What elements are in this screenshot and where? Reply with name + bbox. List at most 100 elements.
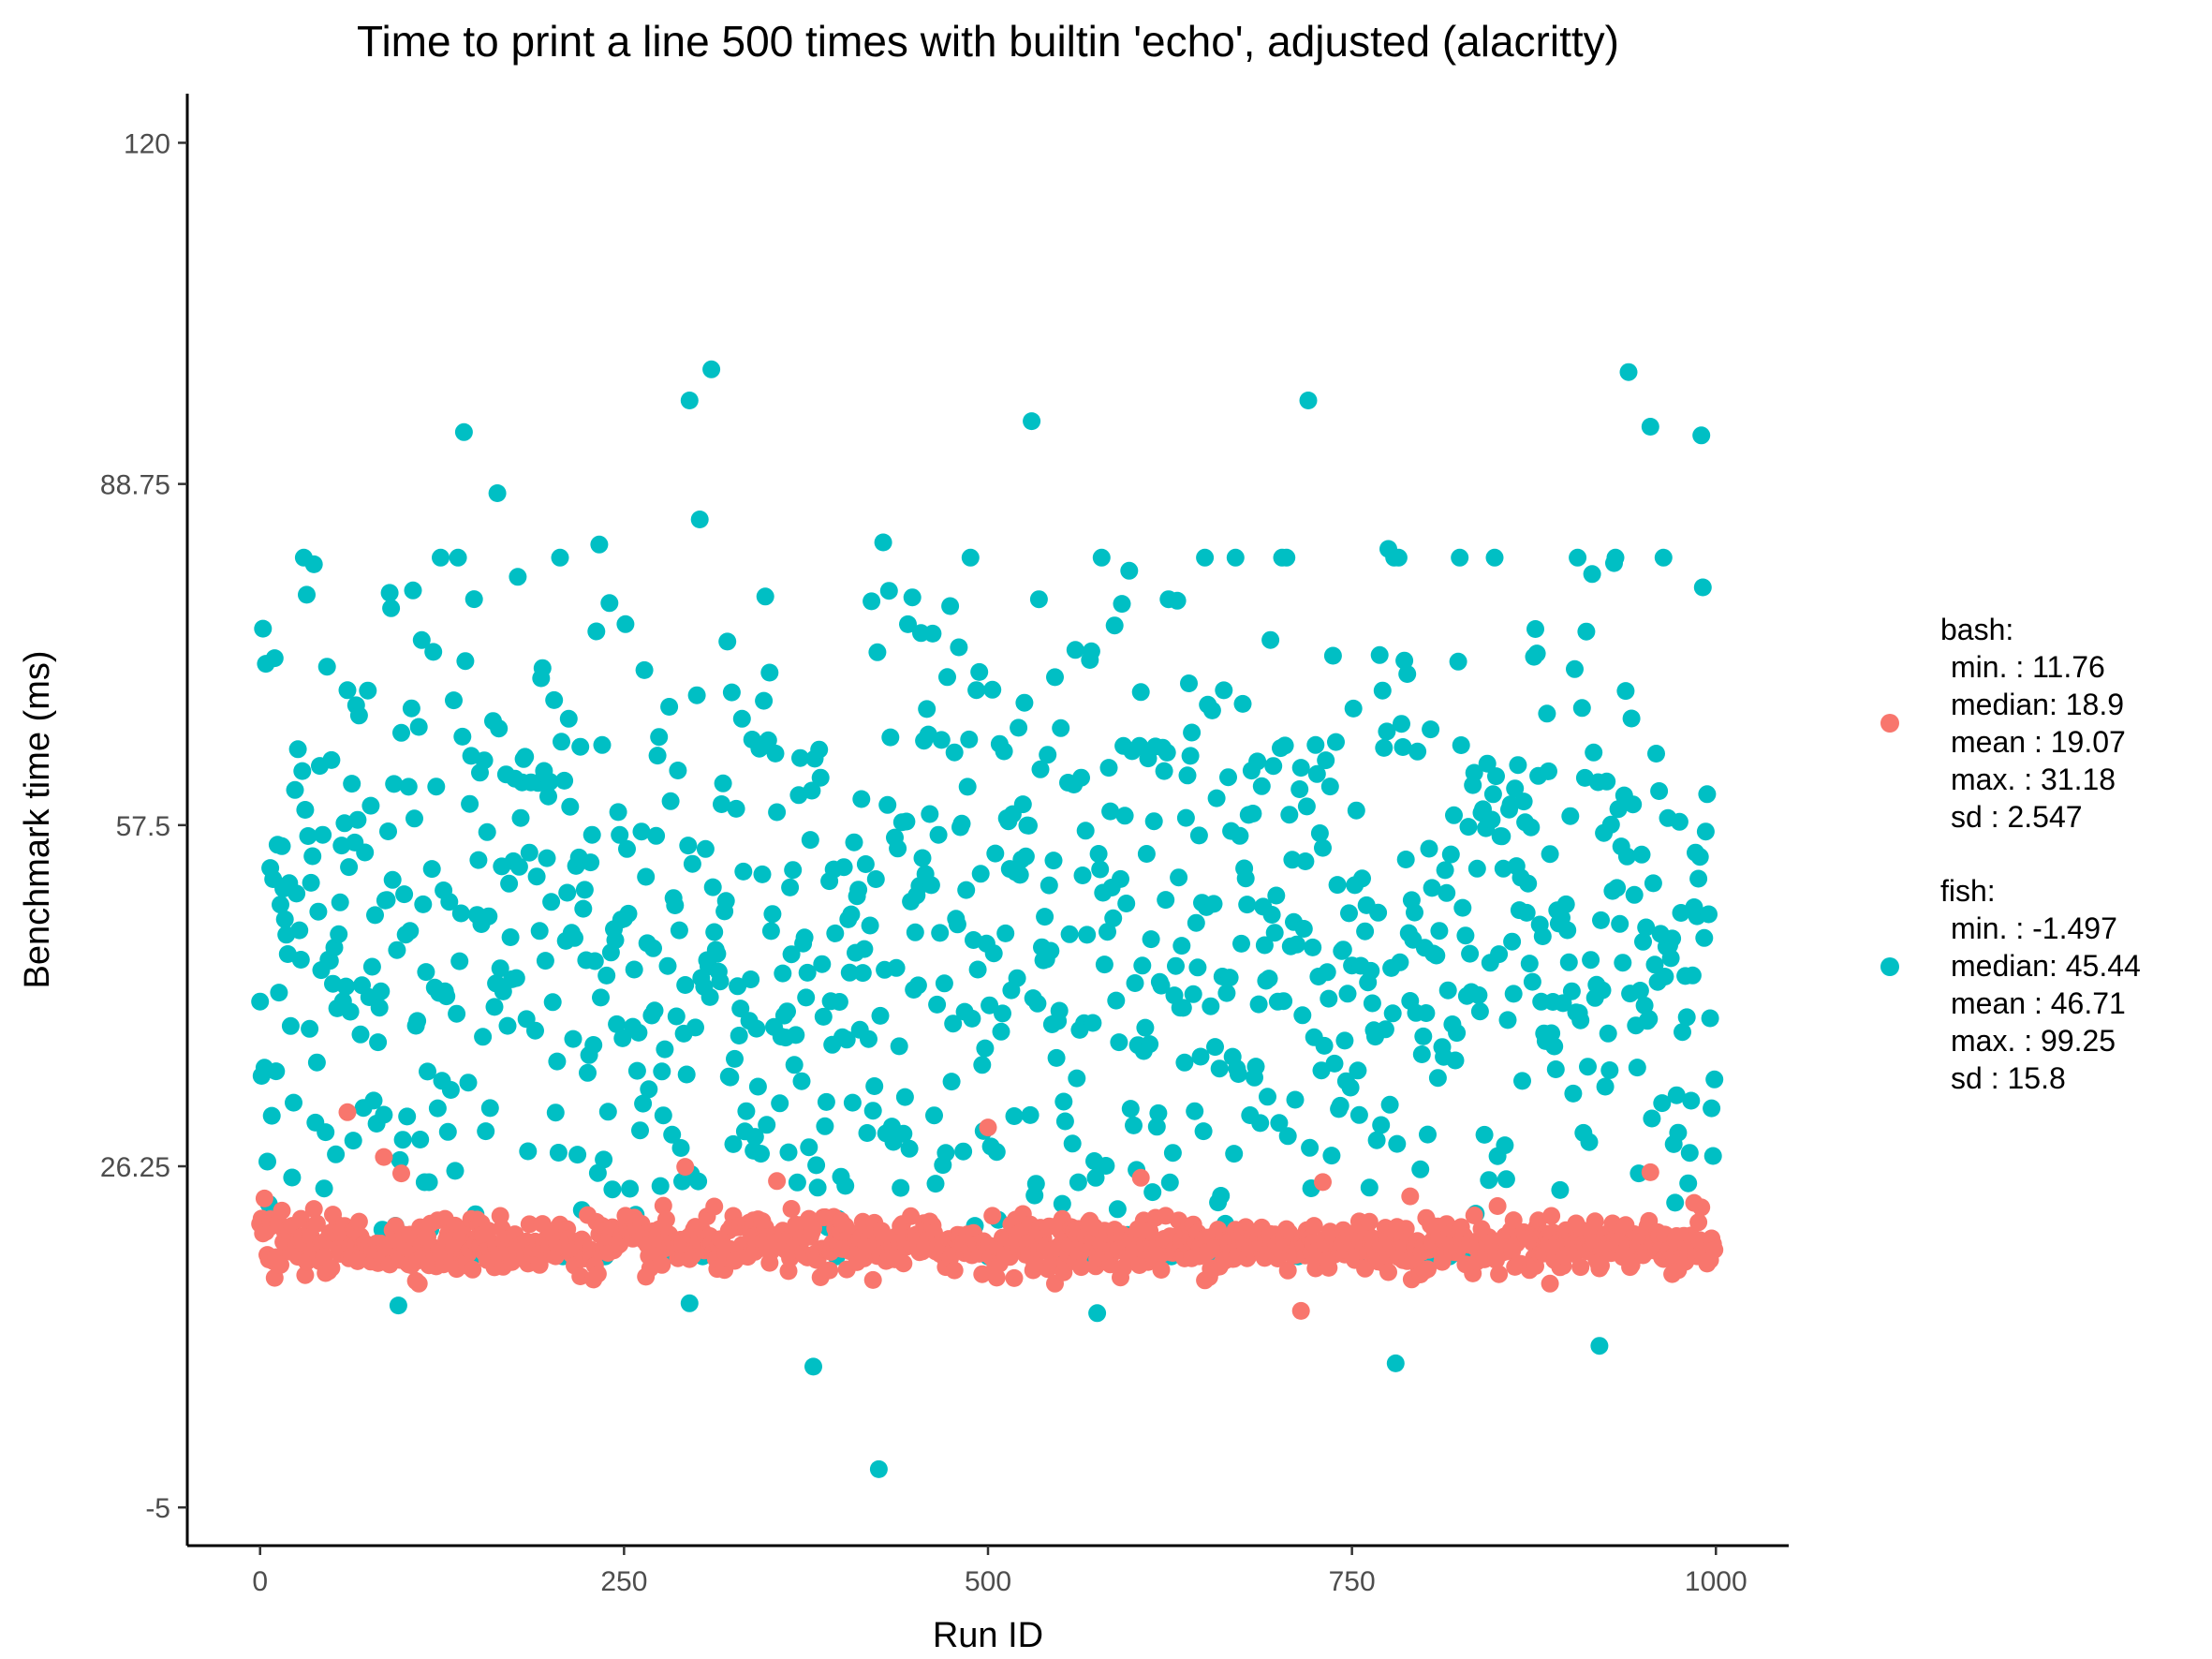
fish-point bbox=[1605, 554, 1623, 572]
fish-point bbox=[788, 1173, 806, 1192]
fish-point bbox=[592, 988, 610, 1007]
bash-point bbox=[338, 1103, 357, 1121]
fish-point bbox=[251, 992, 270, 1011]
bash-point bbox=[782, 1200, 801, 1218]
fish-point bbox=[650, 728, 669, 747]
fish-point bbox=[1448, 1024, 1467, 1043]
fish-point bbox=[1084, 1014, 1102, 1032]
fish-point bbox=[1013, 795, 1032, 814]
fish-point bbox=[856, 855, 875, 873]
fish-point bbox=[1225, 1145, 1244, 1163]
fish-point bbox=[509, 568, 527, 586]
fish-point bbox=[995, 742, 1013, 761]
fish-point bbox=[906, 923, 924, 941]
fish-point bbox=[490, 719, 509, 738]
fish-point bbox=[574, 899, 593, 918]
fish-point bbox=[931, 924, 950, 942]
fish-point bbox=[1692, 426, 1711, 445]
fish-point bbox=[1556, 895, 1575, 913]
fish-point bbox=[291, 951, 310, 969]
fish-point bbox=[711, 972, 730, 991]
bash-point bbox=[1305, 1217, 1323, 1236]
fish-point bbox=[1422, 720, 1440, 739]
bash-point bbox=[1005, 1268, 1024, 1287]
fish-point bbox=[1363, 994, 1381, 1013]
fish-point bbox=[420, 1173, 438, 1192]
bash-point bbox=[1592, 1256, 1610, 1275]
fish-point bbox=[559, 709, 578, 728]
fish-point bbox=[322, 750, 341, 769]
legend-fish-min: min. : -1.497 bbox=[1951, 911, 2117, 945]
fish-point bbox=[307, 1053, 326, 1072]
fish-point bbox=[519, 1142, 538, 1161]
fish-point bbox=[1238, 896, 1257, 914]
fish-point bbox=[448, 1004, 466, 1023]
fish-point bbox=[1519, 874, 1538, 893]
fish-point bbox=[301, 1019, 319, 1038]
fish-point bbox=[389, 1296, 407, 1315]
fish-point bbox=[1220, 969, 1239, 987]
fish-point bbox=[1523, 972, 1541, 991]
fish-point bbox=[1593, 981, 1612, 1000]
fish-point bbox=[1517, 903, 1536, 922]
fish-point bbox=[1695, 928, 1714, 947]
fish-point bbox=[1590, 1337, 1609, 1355]
fish-point bbox=[1168, 591, 1187, 610]
fish-point bbox=[941, 597, 960, 615]
fish-point bbox=[446, 1162, 465, 1180]
y-tick-label: -5 bbox=[145, 1493, 170, 1524]
fish-point bbox=[327, 1145, 346, 1163]
fish-point bbox=[903, 588, 922, 607]
fish-point bbox=[629, 1023, 648, 1042]
fish-point bbox=[1276, 736, 1294, 755]
fish-point bbox=[1016, 847, 1035, 866]
fish-point bbox=[637, 867, 656, 886]
fish-point bbox=[1467, 859, 1486, 878]
fish-point bbox=[670, 921, 688, 940]
fish-point bbox=[1133, 956, 1152, 975]
fish-point bbox=[696, 839, 715, 858]
fish-point bbox=[1622, 709, 1641, 728]
fish-point bbox=[283, 1168, 302, 1187]
fish-point bbox=[702, 360, 721, 378]
fish-point bbox=[718, 632, 737, 651]
fish-point bbox=[1178, 766, 1197, 785]
fish-point bbox=[1299, 392, 1318, 409]
fish-point bbox=[635, 660, 654, 679]
fish-point bbox=[679, 837, 698, 855]
fish-point bbox=[656, 1040, 674, 1059]
bash-point bbox=[1131, 1168, 1150, 1187]
fish-point bbox=[667, 1007, 686, 1026]
legend-fish-max: max. : 99.25 bbox=[1951, 1024, 2116, 1058]
bash-point bbox=[1465, 1207, 1483, 1224]
fish-point bbox=[582, 853, 600, 872]
bash-point bbox=[304, 1200, 323, 1219]
fish-point bbox=[1261, 630, 1280, 649]
fish-point bbox=[1571, 1011, 1590, 1029]
fish-point bbox=[1459, 818, 1478, 837]
fish-point bbox=[1449, 652, 1467, 671]
bash-point bbox=[1419, 1260, 1437, 1279]
fish-point bbox=[814, 1007, 833, 1026]
fish-point bbox=[1414, 1027, 1433, 1045]
fish-point bbox=[379, 822, 397, 840]
fish-point bbox=[714, 774, 732, 792]
fish-point bbox=[1036, 908, 1054, 926]
fish-point bbox=[801, 831, 819, 850]
bash-point bbox=[1291, 1301, 1310, 1320]
fish-point bbox=[761, 922, 780, 941]
fish-point bbox=[1194, 1122, 1213, 1141]
fish-point bbox=[1608, 879, 1627, 897]
x-tick-label: 1000 bbox=[1685, 1566, 1747, 1597]
fish-point bbox=[800, 1138, 818, 1157]
bash-point bbox=[1622, 1255, 1641, 1274]
fish-point bbox=[1066, 641, 1084, 659]
fish-point bbox=[1054, 1092, 1073, 1111]
fish-point bbox=[1155, 762, 1173, 780]
fish-point bbox=[858, 1124, 877, 1142]
fish-point bbox=[551, 548, 569, 567]
fish-point bbox=[1427, 946, 1446, 965]
legend-fish-mean: mean : 46.71 bbox=[1951, 986, 2126, 1020]
fish-point bbox=[1108, 1200, 1127, 1219]
fish-point bbox=[267, 1062, 286, 1081]
